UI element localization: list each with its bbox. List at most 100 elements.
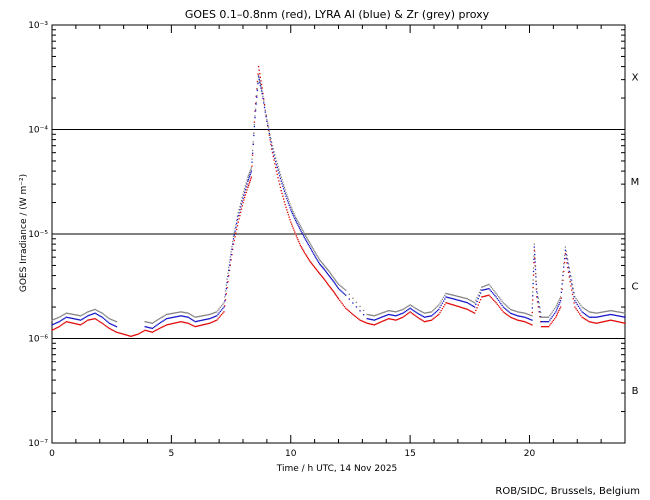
data-point <box>618 315 620 317</box>
data-point <box>198 315 200 318</box>
data-point <box>152 330 155 333</box>
data-point <box>543 325 545 328</box>
data-point <box>223 311 225 313</box>
data-point <box>262 97 264 100</box>
data-point <box>589 311 592 313</box>
data-point <box>228 264 231 266</box>
data-point <box>243 196 246 199</box>
data-point <box>531 319 533 321</box>
data-point <box>323 268 325 270</box>
data-point <box>565 257 567 259</box>
data-point <box>286 197 288 200</box>
data-point <box>136 333 138 336</box>
data-point <box>465 297 467 300</box>
data-point <box>263 98 265 100</box>
data-point <box>302 250 305 252</box>
data-point <box>242 201 244 204</box>
data-point <box>314 266 316 269</box>
data-point <box>174 316 176 318</box>
data-point <box>525 321 527 323</box>
data-point <box>469 303 471 305</box>
data-point <box>240 199 243 202</box>
data-point <box>269 136 271 139</box>
data-point <box>372 324 374 326</box>
data-point <box>341 291 343 293</box>
data-point <box>306 238 309 240</box>
data-point <box>328 274 330 277</box>
data-point <box>296 219 298 221</box>
data-point <box>532 270 535 273</box>
data-point <box>217 309 219 312</box>
data-point <box>182 315 185 317</box>
data-point <box>378 317 380 319</box>
data-point <box>538 306 540 308</box>
data-point <box>80 315 82 317</box>
data-point <box>242 197 244 199</box>
data-point <box>380 316 383 318</box>
data-point <box>82 313 84 316</box>
data-point <box>101 322 103 324</box>
data-point <box>113 330 115 332</box>
data-point <box>530 314 532 317</box>
data-point <box>530 323 532 326</box>
data-point <box>533 255 535 257</box>
data-point <box>248 173 250 175</box>
data-point <box>297 224 299 226</box>
data-point <box>93 318 95 320</box>
data-point <box>509 308 512 311</box>
data-point <box>297 220 299 223</box>
data-point <box>65 321 68 323</box>
data-point <box>224 296 226 298</box>
data-point <box>542 325 544 328</box>
data-point <box>512 317 514 319</box>
data-point <box>575 298 577 300</box>
data-point <box>496 303 498 305</box>
data-point <box>174 312 176 314</box>
data-point <box>113 324 115 327</box>
data-point <box>107 326 109 329</box>
data-point <box>330 278 333 280</box>
data-point <box>175 312 177 314</box>
data-point <box>131 335 133 337</box>
data-point <box>272 155 274 158</box>
data-point <box>62 323 64 325</box>
data-point <box>228 269 231 272</box>
data-point <box>321 262 324 265</box>
data-point <box>242 193 244 195</box>
data-point <box>308 245 310 247</box>
data-point <box>250 170 253 172</box>
data-point <box>476 300 478 303</box>
data-point <box>395 311 397 313</box>
data-point <box>494 291 496 293</box>
data-point <box>512 313 514 315</box>
data-point <box>268 130 270 132</box>
data-point <box>432 310 434 312</box>
data-point <box>225 293 227 295</box>
data-point <box>249 170 251 172</box>
data-point <box>311 250 313 253</box>
data-point <box>245 191 247 194</box>
data-point <box>540 316 542 318</box>
data-point <box>322 263 325 266</box>
data-point <box>552 314 555 316</box>
data-point <box>419 318 421 320</box>
data-point <box>525 317 527 319</box>
data-point <box>279 186 282 189</box>
data-point <box>144 321 146 323</box>
data-point <box>265 114 267 116</box>
data-point <box>420 318 422 321</box>
data-point <box>80 319 82 321</box>
data-point <box>405 310 408 312</box>
data-point <box>326 272 329 275</box>
data-point <box>371 319 373 321</box>
data-point <box>336 281 338 283</box>
data-point <box>479 289 482 291</box>
data-point <box>198 320 200 322</box>
data-point <box>601 311 604 313</box>
data-point <box>74 318 76 320</box>
data-point <box>362 321 365 323</box>
data-point <box>142 330 144 333</box>
data-point <box>258 77 260 79</box>
data-point <box>246 183 248 185</box>
